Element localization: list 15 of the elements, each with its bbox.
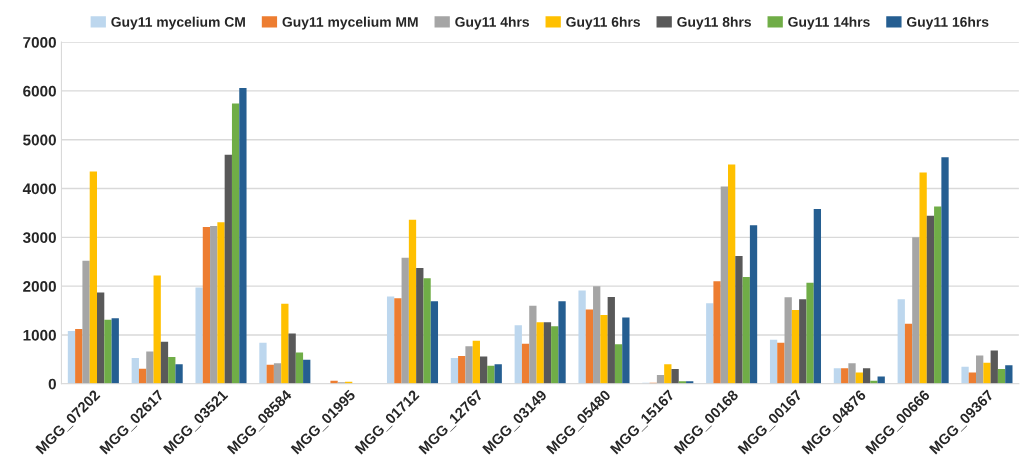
y-tick-label: 3000 <box>22 232 56 244</box>
legend-label: Guy11 16hrs <box>906 16 989 30</box>
y-tick-label: 7000 <box>23 36 56 48</box>
y-tick-label: 0 <box>48 378 56 390</box>
y-tick-label: 6000 <box>23 85 56 97</box>
y-tick-label: 2000 <box>23 281 56 292</box>
legend-label: Guy11 mycelium MM <box>282 16 418 30</box>
y-tick-label: 5000 <box>23 134 56 146</box>
legend-label: Guy11 6hrs <box>566 16 640 30</box>
y-tick-label: 1000 <box>23 329 56 341</box>
legend-label: Guy11 8hrs <box>677 16 751 30</box>
legend-label: Guy11 4hrs <box>455 16 529 30</box>
y-tick-label: 4000 <box>22 183 56 195</box>
legend-label: Guy11 mycelium CM <box>111 16 245 30</box>
legend-label: Guy11 14hrs <box>788 16 870 30</box>
